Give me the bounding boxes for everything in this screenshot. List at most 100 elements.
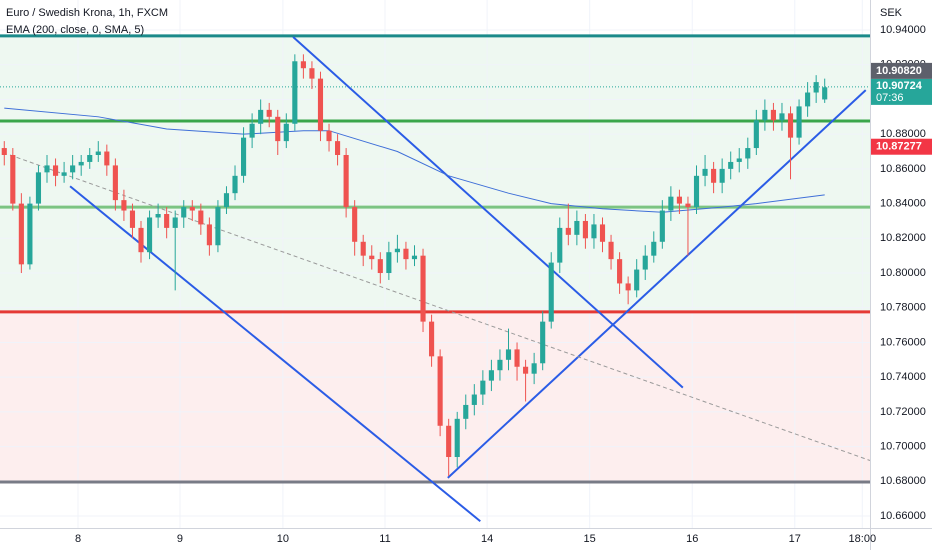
candle-body bbox=[770, 109, 776, 121]
candle-body bbox=[104, 151, 110, 166]
candle-body bbox=[693, 175, 700, 208]
candle-body bbox=[813, 82, 819, 93]
candle-body bbox=[471, 394, 477, 405]
zone bbox=[0, 311, 870, 483]
trend-line bbox=[447, 89, 867, 479]
candle-body bbox=[138, 227, 144, 253]
y-tick-label: 10.66000 bbox=[880, 510, 926, 522]
candle-body bbox=[164, 214, 170, 228]
candle-body bbox=[78, 161, 84, 166]
candle-body bbox=[112, 165, 118, 201]
plot-area bbox=[0, 0, 871, 528]
currency-label: SEK bbox=[880, 7, 903, 19]
candle-body bbox=[266, 109, 272, 117]
candle-body bbox=[317, 78, 324, 131]
y-tick-label: 10.80000 bbox=[880, 267, 926, 279]
candle-body bbox=[805, 92, 811, 107]
candle-body bbox=[599, 224, 606, 242]
candle-body bbox=[249, 123, 255, 138]
candle-body bbox=[206, 224, 212, 246]
zone bbox=[0, 35, 870, 312]
candle-body bbox=[540, 321, 546, 364]
candle-body bbox=[762, 109, 768, 121]
x-tick-label: 17 bbox=[789, 533, 801, 545]
y-tick-label: 10.70000 bbox=[880, 441, 926, 453]
candle-body bbox=[70, 165, 76, 173]
candle-body bbox=[548, 262, 554, 322]
candle-body bbox=[377, 259, 383, 274]
candle-body bbox=[685, 203, 691, 208]
candle-body bbox=[35, 172, 42, 204]
candle-body bbox=[711, 168, 717, 183]
candle-body bbox=[659, 210, 665, 242]
countdown-label: 07:36 bbox=[876, 92, 904, 104]
candle-body bbox=[488, 370, 494, 381]
candle-body bbox=[642, 255, 648, 270]
trend-line bbox=[292, 36, 684, 389]
price-tag-label: 10.90820 bbox=[876, 65, 922, 77]
price-tag bbox=[871, 62, 932, 79]
candle-body bbox=[625, 283, 631, 291]
candle-body bbox=[198, 210, 204, 225]
candle-body bbox=[369, 255, 375, 260]
y-tick-label: 10.74000 bbox=[880, 371, 926, 383]
candle-body bbox=[728, 161, 734, 169]
candle-body bbox=[582, 220, 588, 239]
candle-body bbox=[514, 349, 520, 367]
candle-body bbox=[309, 68, 315, 79]
candle-body bbox=[129, 210, 136, 228]
candle-body bbox=[497, 359, 503, 371]
y-tick-label: 10.88000 bbox=[880, 128, 926, 140]
candle-body bbox=[258, 109, 264, 124]
candle-body bbox=[87, 154, 93, 162]
candle-body bbox=[27, 203, 33, 265]
x-tick-label: 14 bbox=[481, 533, 493, 545]
last-price-tag bbox=[871, 78, 932, 105]
y-tick-label: 10.76000 bbox=[880, 336, 926, 348]
candle-body bbox=[181, 207, 187, 218]
candle-body bbox=[702, 168, 708, 176]
candle-body bbox=[796, 106, 802, 138]
candle-body bbox=[232, 175, 238, 194]
candle-body bbox=[283, 123, 289, 142]
y-tick-label: 10.84000 bbox=[880, 198, 926, 210]
candle-body bbox=[787, 113, 794, 138]
candle-body bbox=[352, 207, 358, 242]
candle-body bbox=[574, 220, 580, 235]
candle-body bbox=[634, 269, 640, 291]
y-tick-label: 10.78000 bbox=[880, 302, 926, 314]
candle-body bbox=[44, 165, 50, 173]
candle-body bbox=[189, 207, 195, 211]
candle-body bbox=[155, 214, 161, 218]
x-tick-label: 9 bbox=[177, 533, 183, 545]
candle-body bbox=[300, 61, 306, 69]
candle-body bbox=[411, 255, 418, 260]
y-tick-label: 10.94000 bbox=[880, 24, 926, 36]
candle-body bbox=[223, 193, 230, 208]
candle-body bbox=[172, 217, 178, 228]
candle-body bbox=[608, 241, 614, 260]
candle-body bbox=[292, 61, 298, 124]
candle-body bbox=[343, 154, 349, 208]
candle-body bbox=[719, 168, 725, 183]
candle-body bbox=[753, 120, 759, 149]
candle-body bbox=[335, 141, 341, 155]
candle-body bbox=[651, 241, 657, 256]
candle-body bbox=[146, 217, 153, 253]
candle-body bbox=[676, 196, 682, 204]
candle-body bbox=[480, 380, 486, 395]
candle-body bbox=[10, 154, 16, 204]
candle-body bbox=[61, 172, 67, 176]
x-tick-label: 16 bbox=[686, 533, 698, 545]
candle-body bbox=[565, 227, 571, 235]
chart-title: Euro / Swedish Krona, 1h, FXCM bbox=[6, 7, 168, 19]
x-tick-label: 10 bbox=[277, 533, 289, 545]
candle-body bbox=[52, 165, 59, 176]
candle-body bbox=[779, 113, 785, 121]
candle-body bbox=[275, 116, 281, 142]
price-tag bbox=[871, 138, 932, 155]
candle-body bbox=[454, 418, 460, 458]
candle-body bbox=[437, 356, 443, 426]
y-tick-label: 10.68000 bbox=[880, 475, 926, 487]
